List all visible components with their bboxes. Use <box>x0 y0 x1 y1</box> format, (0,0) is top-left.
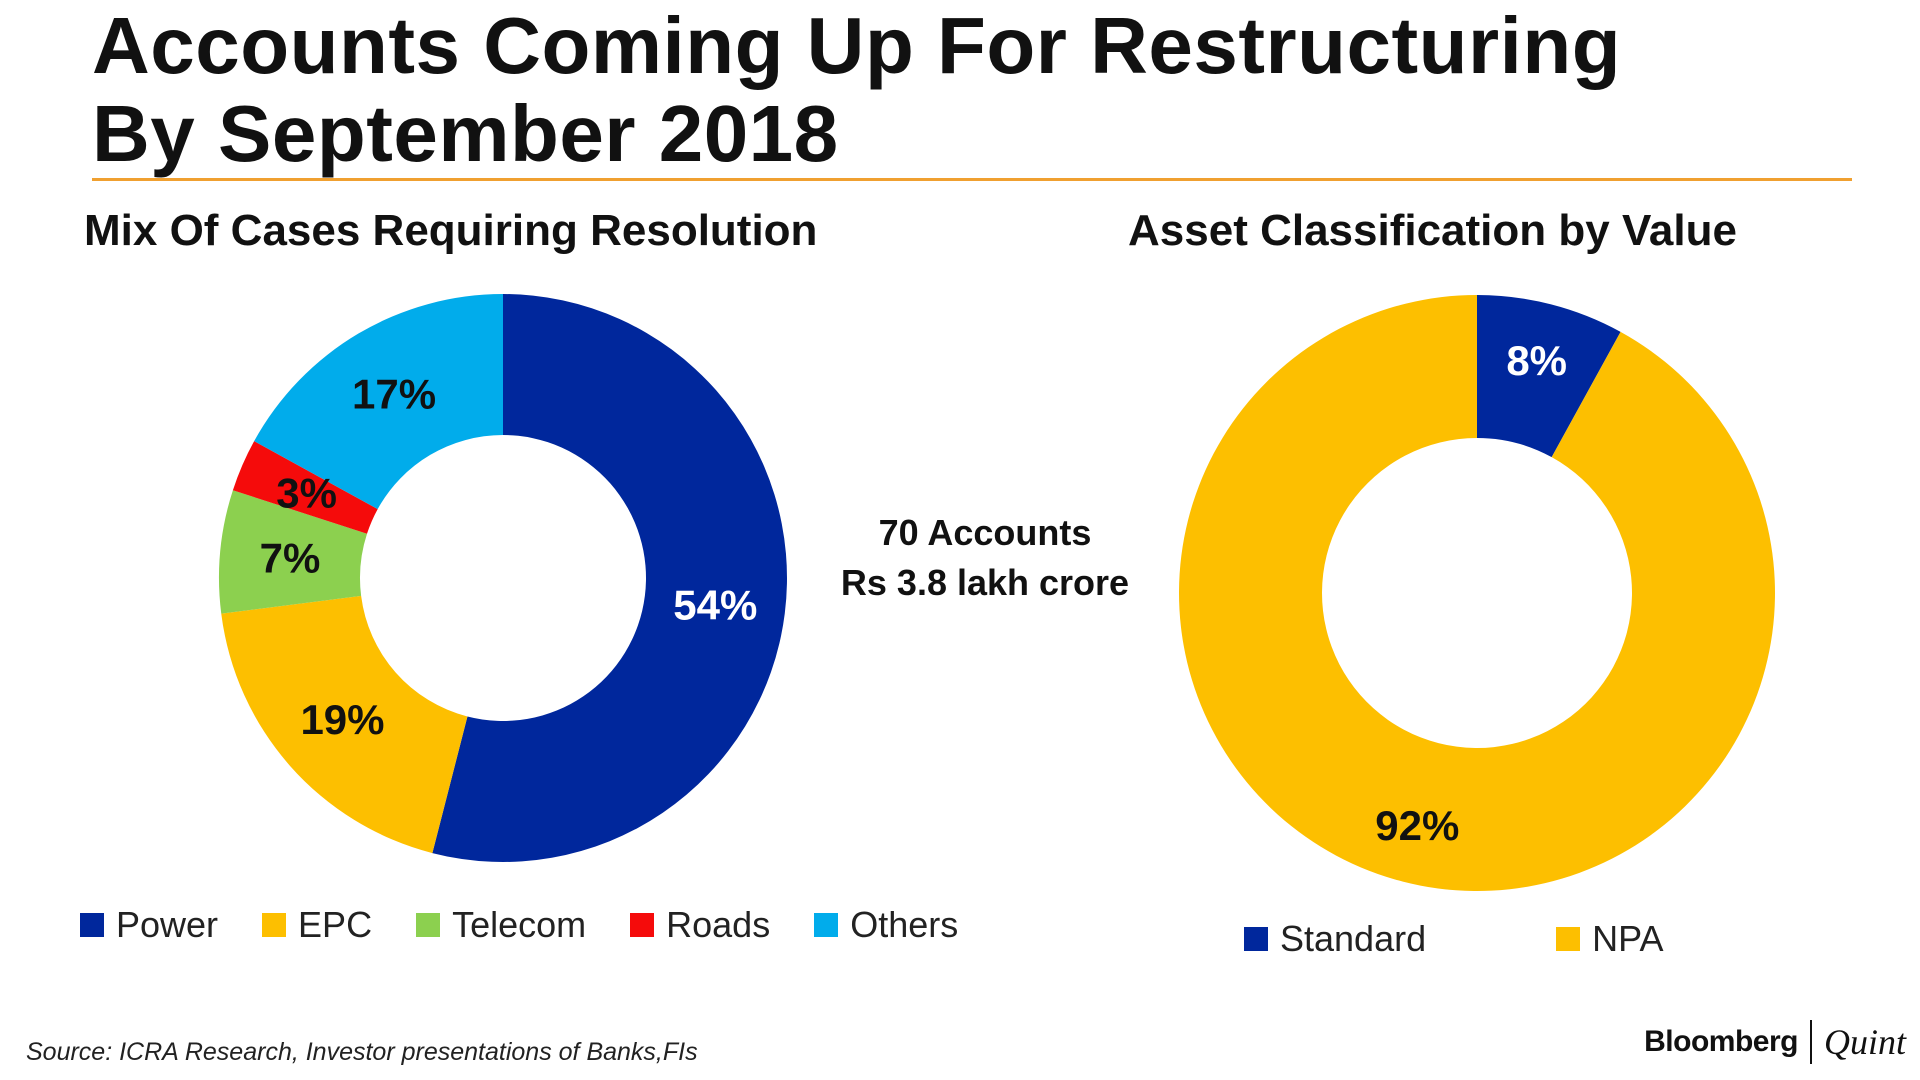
legend-label-others: Others <box>850 904 959 945</box>
legend-swatch-standard <box>1244 927 1268 951</box>
chart-1-title: Mix Of Cases Requiring Resolution <box>84 206 818 255</box>
slice-roads <box>232 441 378 534</box>
page-title-line-1: Accounts Coming Up For Restructuring <box>92 1 1622 90</box>
accounts-count: 70 Accounts <box>878 512 1092 553</box>
legend-swatch-telecom <box>416 913 441 937</box>
slice-telecom <box>219 490 367 614</box>
label-telecom: 7% <box>260 534 321 581</box>
legend-item-epc: EPC <box>262 904 372 946</box>
label-roads: 3% <box>276 470 337 517</box>
accounts-value: Rs 3.8 lakh crore <box>840 562 1130 603</box>
legend-item-roads: Roads <box>630 904 770 946</box>
slice-others <box>254 294 503 510</box>
legend-mix-of-cases: Power EPC Telecom Roads Others <box>80 904 1002 946</box>
legend-label-epc: EPC <box>298 904 373 945</box>
legend-label-roads: Roads <box>666 904 771 945</box>
legend-label-power: Power <box>116 904 219 945</box>
legend-asset-classification: Standard NPA <box>1244 918 1707 960</box>
legend-swatch-epc <box>262 913 287 937</box>
brand-divider <box>1809 1020 1812 1064</box>
brand-quint: Quint <box>1823 1022 1906 1062</box>
legend-label-standard: Standard <box>1280 918 1427 959</box>
legend-swatch-others <box>814 913 839 937</box>
title-divider <box>92 178 1852 181</box>
legend-swatch-roads <box>630 913 655 937</box>
accounts-summary: 70 Accounts Rs 3.8 lakh crore <box>820 508 1150 608</box>
legend-swatch-npa <box>1556 927 1581 951</box>
donut-chart-asset-classification: 8% 92% <box>1179 295 1775 892</box>
slice-epc <box>221 595 468 854</box>
legend-swatch-power <box>80 913 104 937</box>
legend-label-telecom: Telecom <box>452 904 587 945</box>
legend-label-npa: NPA <box>1592 918 1664 959</box>
label-standard: 8% <box>1506 337 1567 384</box>
slice-power <box>432 294 787 862</box>
source-note: Source: ICRA Research, Investor presenta… <box>26 1038 698 1066</box>
legend-item-npa: NPA <box>1556 918 1663 960</box>
page-title: Accounts Coming Up For Restructuring By … <box>92 2 1621 178</box>
page-title-line-2: By September 2018 <box>92 89 839 178</box>
slice-npa <box>1179 295 1775 892</box>
legend-item-standard: Standard <box>1244 918 1426 960</box>
legend-item-others: Others <box>814 904 958 946</box>
label-others: 17% <box>352 370 436 417</box>
donut-chart-mix-of-cases: 54% 19% 7% 3% 17% <box>219 294 787 862</box>
brand-bloomberg: Bloomberg <box>1644 1025 1798 1058</box>
slice-standard <box>1477 295 1621 458</box>
chart-2-title: Asset Classification by Value <box>1128 206 1737 255</box>
label-epc: 19% <box>300 696 384 743</box>
label-npa: 92% <box>1375 802 1459 849</box>
legend-item-power: Power <box>80 904 218 946</box>
label-power: 54% <box>673 581 757 628</box>
legend-item-telecom: Telecom <box>416 904 586 946</box>
brand-logo: Bloomberg Quint <box>1644 1020 1906 1064</box>
